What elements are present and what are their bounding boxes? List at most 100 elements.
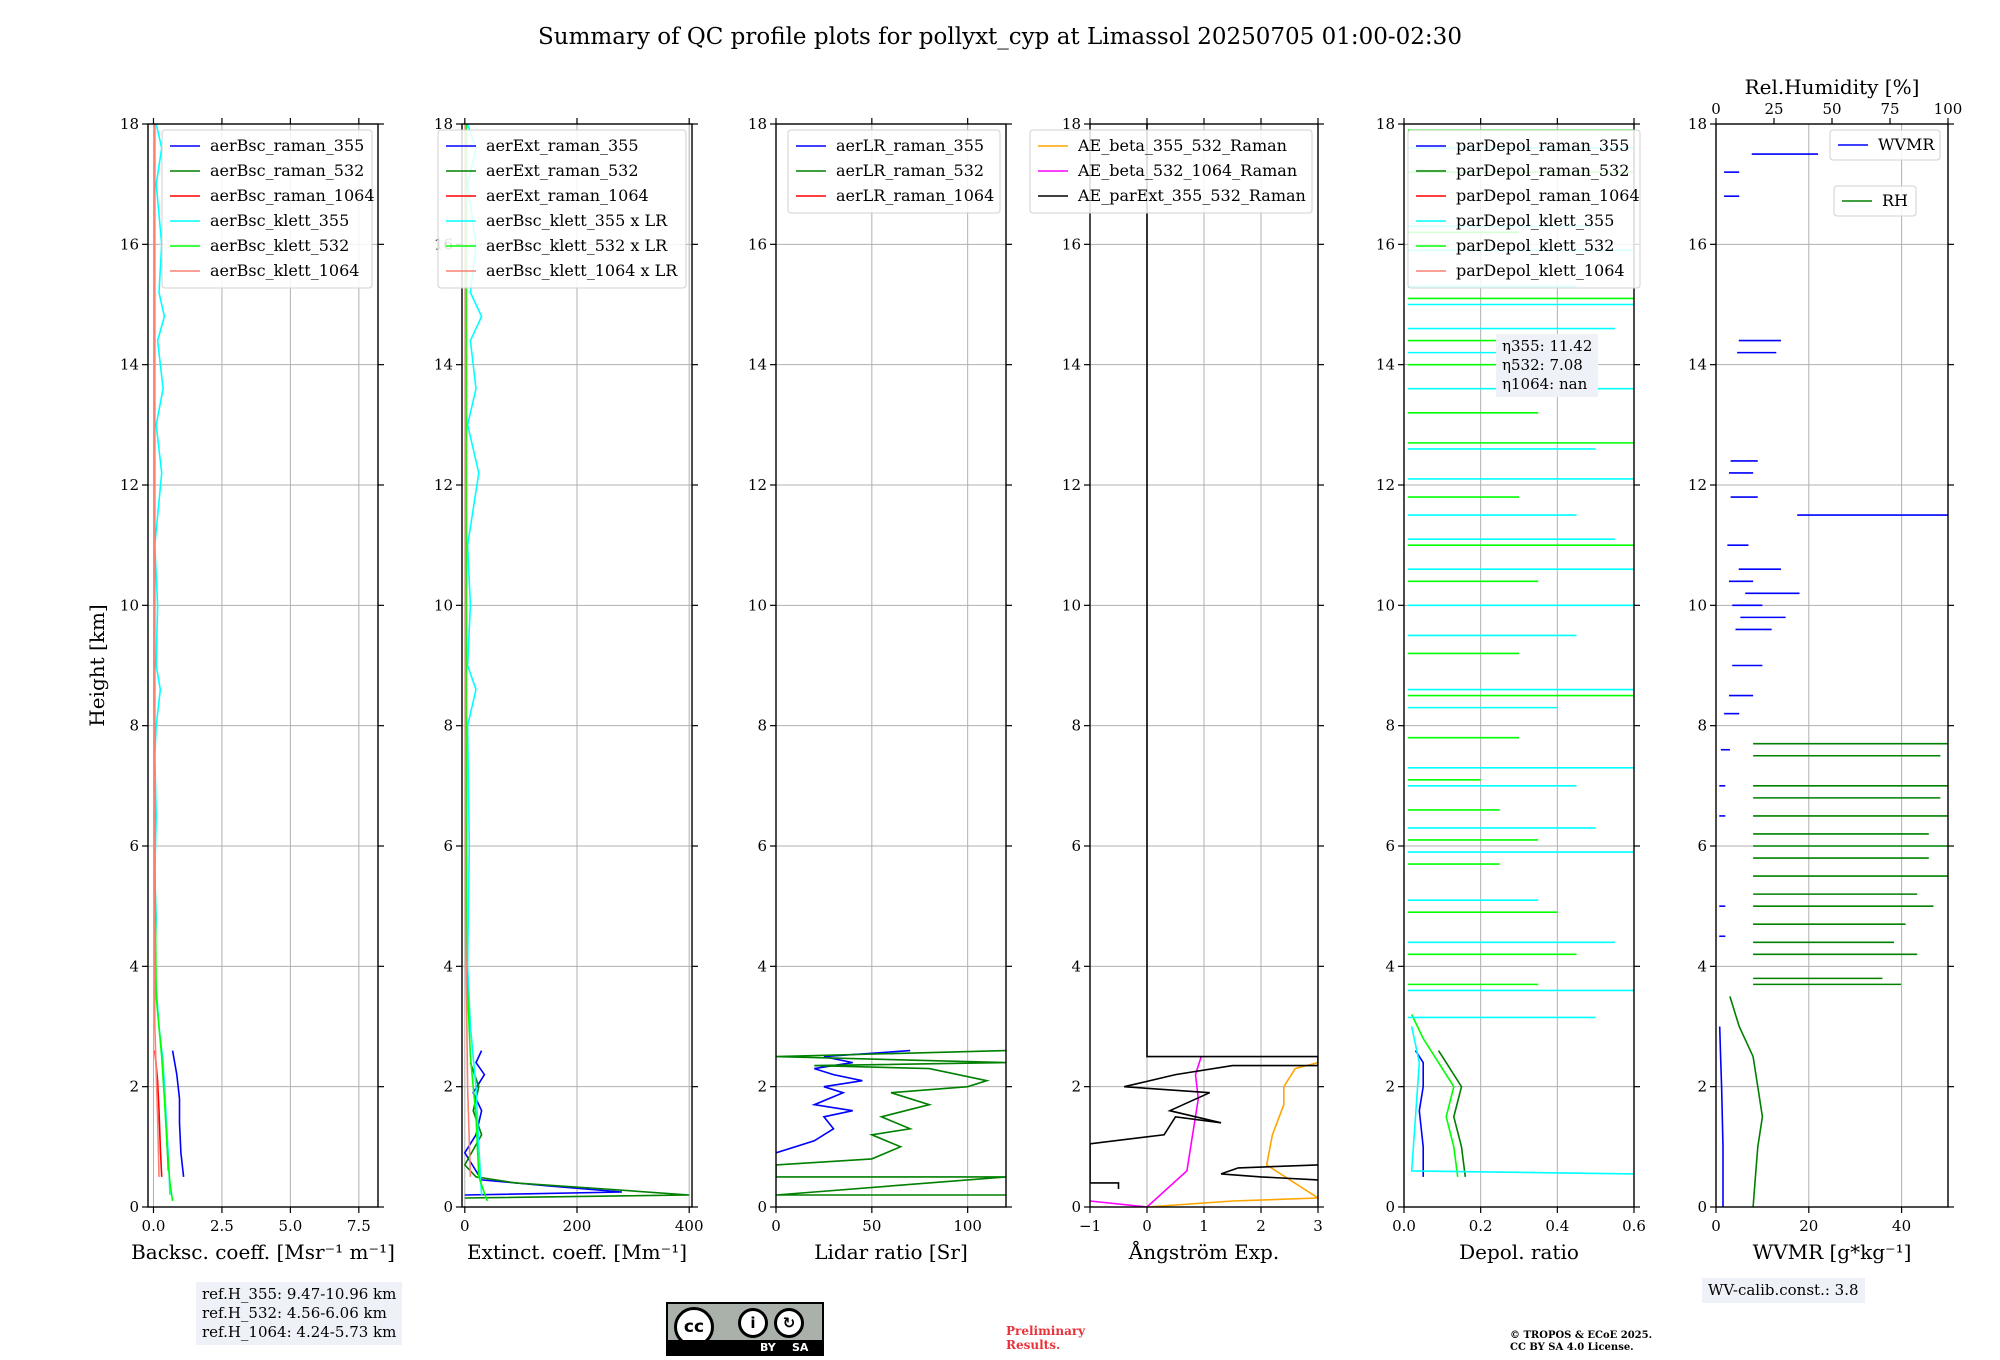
series-parDepol_klett_532 bbox=[1410, 1014, 1459, 1178]
y-tick-label: 0 bbox=[757, 1198, 767, 1216]
plot-area bbox=[1718, 153, 1948, 1207]
legend-box bbox=[1829, 129, 1941, 161]
legend-label: aerBsc_klett_355 bbox=[210, 211, 349, 230]
eta-532: η532: 7.08 bbox=[1502, 356, 1583, 374]
y-tick-label: 14 bbox=[748, 356, 767, 374]
x-tick-label: 0.2 bbox=[1469, 1217, 1493, 1235]
badge-by-label: BY bbox=[760, 1341, 776, 1354]
x-axis-label: Lidar ratio [Sr] bbox=[814, 1240, 968, 1264]
series-AE_beta_355_532_Raman bbox=[1146, 1061, 1318, 1207]
y-tick-label: 16 bbox=[120, 235, 139, 253]
series-RH bbox=[1729, 996, 1764, 1207]
legend-label: parDepol_raman_1064 bbox=[1456, 186, 1640, 205]
legend-label: aerLR_raman_1064 bbox=[836, 186, 994, 205]
legend-label: aerBsc_raman_355 bbox=[210, 136, 364, 155]
x-tick-label: 7.5 bbox=[347, 1217, 371, 1235]
y-tick-label: 8 bbox=[443, 717, 453, 735]
series-parDepol_raman_532 bbox=[1437, 1050, 1467, 1178]
legend-label: aerLR_raman_532 bbox=[836, 161, 984, 180]
badge-sa-label: SA bbox=[792, 1341, 809, 1354]
legend-label: AE_parExt_355_532_Raman bbox=[1077, 186, 1306, 205]
top-axis-label: Rel.Humidity [%] bbox=[1745, 75, 1920, 99]
copyright-note: © TROPOS & ECoE 2025. CC BY SA 4.0 Licen… bbox=[1510, 1330, 1652, 1354]
y-tick-label: 4 bbox=[129, 957, 139, 975]
legend-box bbox=[787, 129, 1001, 214]
axes-frame bbox=[1403, 123, 1635, 1208]
y-tick-label: 14 bbox=[120, 356, 139, 374]
top-tick-label: 0 bbox=[1711, 100, 1721, 118]
copyright-line-1: © TROPOS & ECoE 2025. bbox=[1510, 1330, 1653, 1341]
y-tick-label: 0 bbox=[443, 1198, 453, 1216]
y-tick-label: 16 bbox=[1062, 235, 1081, 253]
x-axis-label: Depol. ratio bbox=[1459, 1240, 1579, 1264]
y-tick-label: 18 bbox=[1376, 115, 1395, 133]
axes-frame bbox=[775, 123, 1007, 1208]
x-tick-label: 0 bbox=[771, 1217, 781, 1235]
y-tick-label: 2 bbox=[1697, 1078, 1707, 1096]
y-tick-label: 2 bbox=[1385, 1078, 1395, 1096]
y-tick-label: 16 bbox=[1376, 235, 1395, 253]
x-tick-label: 40 bbox=[1892, 1217, 1911, 1235]
legend-box bbox=[437, 129, 687, 289]
x-tick-label: 20 bbox=[1799, 1217, 1818, 1235]
copyright-line-2: CC BY SA 4.0 License. bbox=[1510, 1342, 1634, 1353]
y-tick-label: 18 bbox=[748, 115, 767, 133]
x-tick-label: 0.0 bbox=[1392, 1217, 1416, 1235]
series-parDepol_klett_355 bbox=[1410, 1026, 1634, 1175]
y-tick-label: 0 bbox=[129, 1198, 139, 1216]
y-tick-label: 6 bbox=[1697, 837, 1707, 855]
legend-label: aerBsc_klett_1064 bbox=[210, 261, 359, 280]
y-tick-label: 8 bbox=[1071, 717, 1081, 735]
x-tick-label: 0 bbox=[1711, 1217, 1721, 1235]
y-tick-label: 4 bbox=[1071, 957, 1081, 975]
y-tick-label: 14 bbox=[434, 356, 453, 374]
y-tick-label: 8 bbox=[129, 717, 139, 735]
preliminary-note: Preliminary Results. bbox=[1006, 1324, 1085, 1352]
eta-355: η355: 11.42 bbox=[1502, 337, 1593, 355]
legend-label: parDepol_klett_1064 bbox=[1456, 261, 1625, 280]
top-tick-label: 75 bbox=[1880, 100, 1899, 118]
y-tick-label: 12 bbox=[1062, 476, 1081, 494]
legend-box bbox=[1833, 185, 1917, 217]
y-tick-label: 10 bbox=[1376, 596, 1395, 614]
plot-area bbox=[153, 124, 185, 1202]
y-tick-label: 6 bbox=[1385, 837, 1395, 855]
x-axis-label: WVMR [g*kg⁻¹] bbox=[1753, 1240, 1912, 1264]
legend-label: aerExt_raman_1064 bbox=[486, 186, 649, 205]
y-tick-label: 10 bbox=[1688, 596, 1707, 614]
y-tick-label: 18 bbox=[120, 115, 139, 133]
legend-label: aerExt_raman_532 bbox=[486, 161, 639, 180]
y-tick-label: 0 bbox=[1385, 1198, 1395, 1216]
legend-label: aerExt_raman_355 bbox=[486, 136, 639, 155]
legend-label: WVMR bbox=[1878, 135, 1935, 154]
y-tick-label: 2 bbox=[1071, 1078, 1081, 1096]
y-tick-label: 10 bbox=[748, 596, 767, 614]
series-aerExt_raman_355 bbox=[463, 1050, 622, 1196]
legend-label: parDepol_klett_532 bbox=[1456, 236, 1614, 255]
x-tick-label: 0.0 bbox=[142, 1217, 166, 1235]
y-tick-label: 12 bbox=[434, 476, 453, 494]
y-tick-label: 6 bbox=[757, 837, 767, 855]
plot-area bbox=[463, 124, 690, 1202]
y-tick-label: 4 bbox=[1697, 957, 1707, 975]
series-aerLR_raman_532 bbox=[776, 1049, 1006, 1196]
legend-label: aerBsc_klett_1064 x LR bbox=[486, 261, 678, 280]
x-tick-label: 3 bbox=[1313, 1217, 1323, 1235]
legend-label: aerLR_raman_355 bbox=[836, 136, 984, 155]
series-parDepol_raman_355 bbox=[1414, 1050, 1424, 1177]
plot-area bbox=[1090, 124, 1318, 1207]
y-tick-label: 12 bbox=[1688, 476, 1707, 494]
legend-label: aerBsc_klett_355 x LR bbox=[486, 211, 668, 230]
y-tick-label: 16 bbox=[748, 235, 767, 253]
series-AE_parExt_lower bbox=[1220, 1164, 1318, 1181]
legend-label: aerBsc_raman_1064 bbox=[210, 186, 375, 205]
x-tick-label: 100 bbox=[953, 1217, 982, 1235]
y-tick-label: 0 bbox=[1071, 1198, 1081, 1216]
panel-lidar_ratio: 0 50 100 0 2 4 6 8 10 12 14 16 18 Lidar ratio [Sr] aer… bbox=[748, 115, 1012, 1264]
y-tick-label: 14 bbox=[1062, 356, 1081, 374]
figure-title: Summary of QC profile plots for pollyxt_… bbox=[538, 24, 1462, 50]
y-tick-label: 4 bbox=[443, 957, 453, 975]
